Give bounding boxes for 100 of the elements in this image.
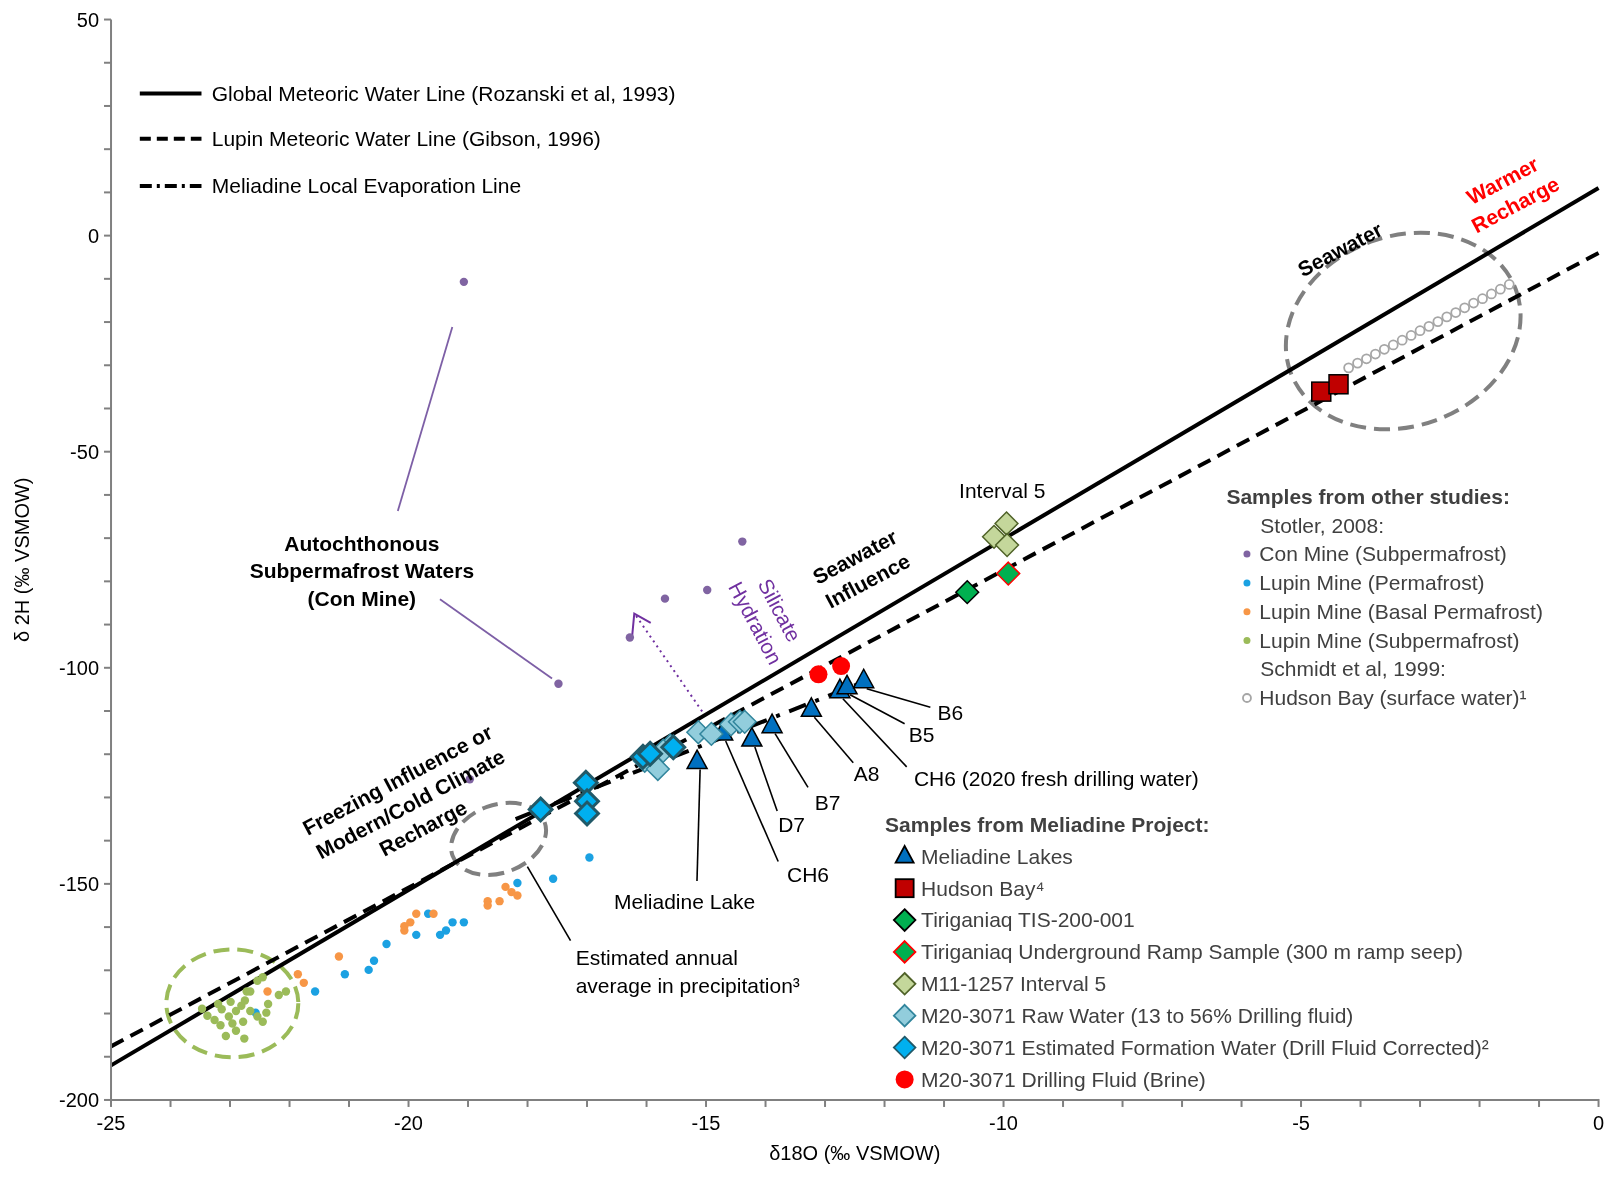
point: [203, 1011, 212, 1020]
point: [253, 1012, 262, 1021]
annotation: Estimated annual average in precipitation³: [575, 946, 800, 997]
legend-label: Meliadine Lakes: [921, 844, 1073, 868]
point: [197, 1004, 207, 1013]
point: [246, 1006, 255, 1016]
point: [1494, 283, 1506, 295]
point: [660, 594, 670, 603]
point: [585, 853, 594, 862]
point: [221, 1031, 231, 1041]
point: [210, 1015, 219, 1025]
point: [513, 878, 522, 888]
point: [1468, 297, 1479, 309]
point: [240, 996, 250, 1005]
annotation: Schmidt et al, 1999:: [1260, 657, 1446, 681]
point: [554, 679, 563, 688]
point: [263, 987, 272, 996]
point: [459, 277, 469, 287]
point: [258, 1017, 267, 1026]
x-tick-label: -15: [691, 1111, 721, 1134]
point: [382, 939, 391, 949]
point: [955, 580, 980, 605]
point: [262, 1008, 271, 1017]
point: [429, 909, 438, 918]
point: [527, 796, 554, 823]
y-axis-title: δ 2H (‰ VSMOW): [10, 477, 33, 642]
annotation: A8: [853, 762, 880, 786]
point: [448, 918, 457, 927]
point: [501, 882, 510, 892]
point: [703, 585, 712, 595]
point: [1396, 334, 1408, 346]
point: [293, 970, 303, 979]
legend-label: Con Mine (Subpermafrost): [1259, 542, 1507, 566]
point: [435, 930, 445, 940]
y-tick-label: -50: [70, 440, 100, 463]
point: [231, 1026, 241, 1036]
point: [406, 918, 415, 927]
annotation: B5: [908, 723, 935, 747]
y-tick-label: -100: [58, 656, 100, 679]
point: [1432, 316, 1444, 328]
point: [732, 709, 757, 734]
point: [459, 918, 469, 927]
point: [1441, 311, 1453, 323]
point: [224, 1012, 234, 1021]
point: [699, 721, 724, 747]
point: [660, 734, 687, 761]
point: [334, 952, 344, 961]
point: [574, 800, 600, 827]
legend-label: Lupin Mine (Basal Permafrost): [1259, 600, 1543, 624]
y-tick-label: -200: [58, 1088, 100, 1111]
point: [281, 987, 291, 996]
legend-label: Lupin Meteoric Water Line (Gibson, 1996): [211, 127, 601, 151]
point: [513, 891, 522, 900]
point: [507, 887, 516, 897]
legend-label: M20-3071 Drilling Fluid (Brine): [921, 1067, 1206, 1091]
legend-label: Hudson Bay⁴: [921, 876, 1045, 900]
point: [1423, 320, 1435, 332]
y-tick-label: -150: [58, 872, 100, 895]
point: [1352, 357, 1363, 369]
point: [800, 697, 823, 718]
point: [1405, 330, 1417, 341]
annotation: CH6: [787, 863, 830, 887]
point: [238, 1017, 248, 1026]
annotation: B6: [937, 700, 964, 724]
legend-label: Tiriganiaq Underground Ramp Sample (300 m ramp seep): [921, 940, 1464, 964]
legend-label: Global Meteoric Water Line (Rozanski et al, 1993): [211, 81, 676, 105]
point: [832, 657, 851, 676]
annotation: CH6 (2020 fresh drilling water): [913, 767, 1199, 791]
point: [1328, 374, 1349, 395]
point: [441, 926, 451, 935]
point: [263, 999, 273, 1009]
legend-label: Lupin Mine (Subpermafrost): [1259, 628, 1520, 652]
x-axis-title: δ18O (‰ VSMOW): [769, 1141, 941, 1164]
annotation: Meliadine Lake: [614, 889, 756, 913]
point: [1361, 353, 1372, 365]
annotation: B7: [814, 791, 841, 815]
point: [258, 973, 267, 982]
point: [310, 987, 320, 996]
point: [340, 970, 350, 979]
x-tick-label: -5: [1292, 1111, 1310, 1134]
point: [1343, 362, 1355, 374]
point: [1370, 348, 1381, 360]
legend-label: Hudson Bay (surface water)¹: [1259, 686, 1527, 710]
point: [274, 990, 284, 1000]
x-tick-label: -25: [96, 1111, 126, 1134]
point: [994, 532, 1020, 558]
legend-label: Meliadine Local Evaporation Line: [211, 174, 522, 198]
point: [495, 896, 504, 906]
point: [1378, 343, 1390, 355]
annotation: Samples from other studies:: [1226, 484, 1510, 508]
point: [231, 1006, 241, 1016]
x-tick-label: -10: [989, 1111, 1018, 1134]
y-tick-label: 50: [76, 8, 100, 31]
point: [216, 1020, 225, 1030]
point: [412, 930, 421, 940]
annotation: Stotler, 2008:: [1260, 513, 1385, 537]
point: [1414, 325, 1426, 337]
point: [1503, 279, 1515, 290]
legend-label: M20-3071 Estimated Formation Water (Drill Fluid Corrected)²: [921, 1035, 1489, 1059]
point: [1477, 293, 1488, 305]
